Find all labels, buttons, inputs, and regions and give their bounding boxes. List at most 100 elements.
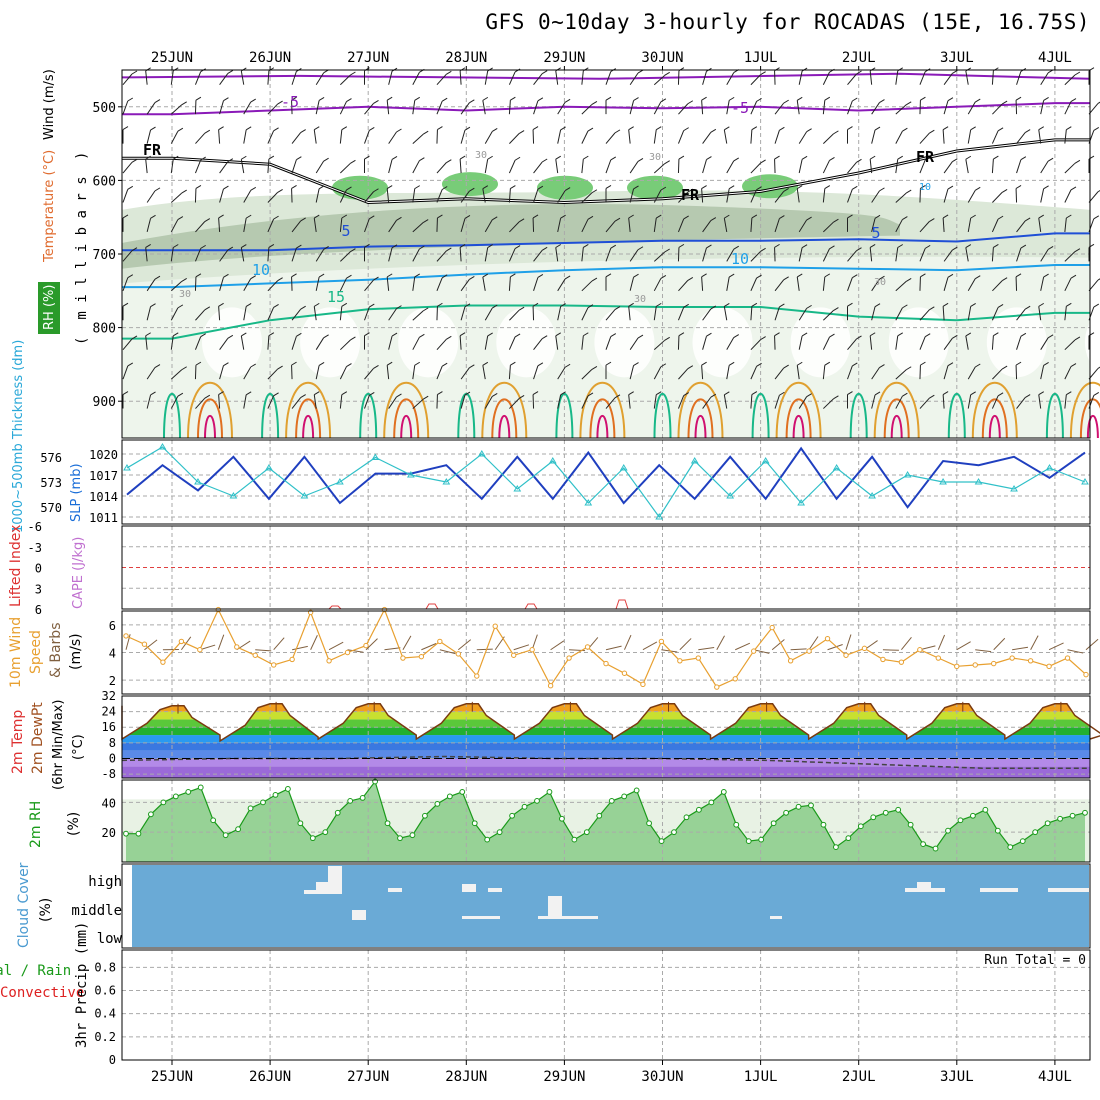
wind-barb (774, 306, 780, 321)
warm-contour (295, 398, 322, 439)
wind-barb (340, 74, 351, 86)
wind-speed-marker (806, 648, 812, 654)
x-tick-top: 2JUL (842, 50, 876, 66)
wind-barb (491, 304, 498, 309)
wind-barb (822, 365, 826, 380)
panel-frame-thk (121, 439, 1091, 525)
cloud-gap (462, 884, 476, 892)
y-tick-slp: 1011 (89, 511, 118, 525)
wind-barb (219, 161, 229, 174)
wind-barb (1064, 366, 1072, 380)
wind-barb (947, 273, 954, 278)
rh-marker (945, 827, 951, 834)
thickness-line (126, 446, 1086, 509)
wind-barb (919, 159, 926, 174)
wind-barb (414, 273, 421, 278)
wind-barb (422, 130, 429, 135)
y-tick-slp: 1014 (89, 490, 118, 504)
wind-barb (1043, 97, 1049, 101)
wind-barb (350, 248, 356, 253)
wind-barb (441, 274, 448, 279)
wind-barb (879, 187, 885, 192)
wind-barb (920, 185, 926, 189)
wind-barb (856, 70, 862, 75)
wind-barb (905, 278, 912, 282)
wind-barb (243, 394, 247, 409)
wind-barb (605, 248, 612, 262)
contour-label: FR (916, 148, 935, 166)
wind-barb (154, 364, 161, 368)
wind-barb (1070, 363, 1077, 367)
rh-shade-90 (442, 172, 498, 197)
wind-barb (706, 156, 712, 161)
cloud-level-label: high (88, 874, 122, 890)
wind-barb (751, 126, 758, 131)
panel-frame-li (121, 525, 1091, 610)
wind-barb (291, 185, 297, 189)
wind-barb (1064, 189, 1072, 203)
wind-speed-marker (990, 660, 997, 667)
wind-barb (783, 188, 789, 192)
wind-barb (701, 361, 707, 366)
wind-barb (833, 307, 839, 311)
y-tick-thickness: 576 (40, 451, 62, 465)
wind-barb (296, 332, 302, 337)
wind-barb (273, 215, 279, 220)
wind-barb-10m (975, 649, 992, 653)
wind-barb (920, 361, 926, 366)
wind-barb (965, 244, 972, 249)
wind-barb (227, 246, 234, 251)
rh-clear-pocket (986, 307, 1047, 378)
wind-barb (460, 130, 466, 144)
wind-speed-marker (714, 684, 720, 690)
cloud-gap (316, 882, 328, 890)
wind-barb (628, 214, 634, 219)
wind-barb (847, 189, 853, 203)
wind-barb (943, 249, 953, 262)
wind-barb (653, 306, 657, 321)
wind-barb (291, 159, 297, 174)
wind-barb (315, 72, 325, 85)
wind-barb (1066, 302, 1072, 307)
wind-barb (750, 306, 753, 321)
wind-barb (783, 276, 789, 281)
wind-barb (779, 303, 785, 308)
wind-barb (605, 309, 616, 321)
wind-barb (267, 368, 278, 380)
wind-barb (315, 337, 325, 350)
warm-contour (849, 392, 868, 439)
wind-barb (628, 129, 631, 144)
wind-barb (296, 156, 302, 161)
wind-barb (774, 191, 785, 203)
wind-barb (591, 365, 598, 370)
wind-barb (895, 395, 903, 409)
wind-barb (240, 247, 245, 262)
wind-barb (1016, 71, 1022, 85)
wind-barb (895, 131, 903, 144)
wind-barb (822, 276, 826, 291)
wind-barb (291, 361, 297, 366)
wind-barb (412, 72, 420, 85)
x-tick-bottom: 3JUL (940, 1069, 974, 1085)
rh-clear-pocket (692, 307, 753, 378)
wind-barb (1015, 96, 1022, 101)
rh-marker (571, 836, 578, 843)
wind-barb (273, 127, 279, 132)
wind-barb (146, 102, 156, 115)
wind-barb (412, 365, 416, 380)
wind-barb (993, 332, 999, 337)
wind-barb (991, 218, 999, 233)
wind-barb (947, 362, 954, 367)
wind-barb (557, 190, 566, 203)
y-tick-temp: 0 (109, 751, 116, 765)
wind-barb (412, 160, 420, 174)
wind-barb (653, 217, 657, 232)
temp-band (122, 742, 1090, 751)
wind-barb (683, 303, 689, 308)
wind-barb (170, 104, 183, 115)
wind-barb (560, 126, 566, 131)
wind-barb (555, 244, 562, 248)
wind-barb (919, 71, 926, 85)
wind-barb (533, 100, 539, 115)
wind-barb (267, 218, 275, 233)
